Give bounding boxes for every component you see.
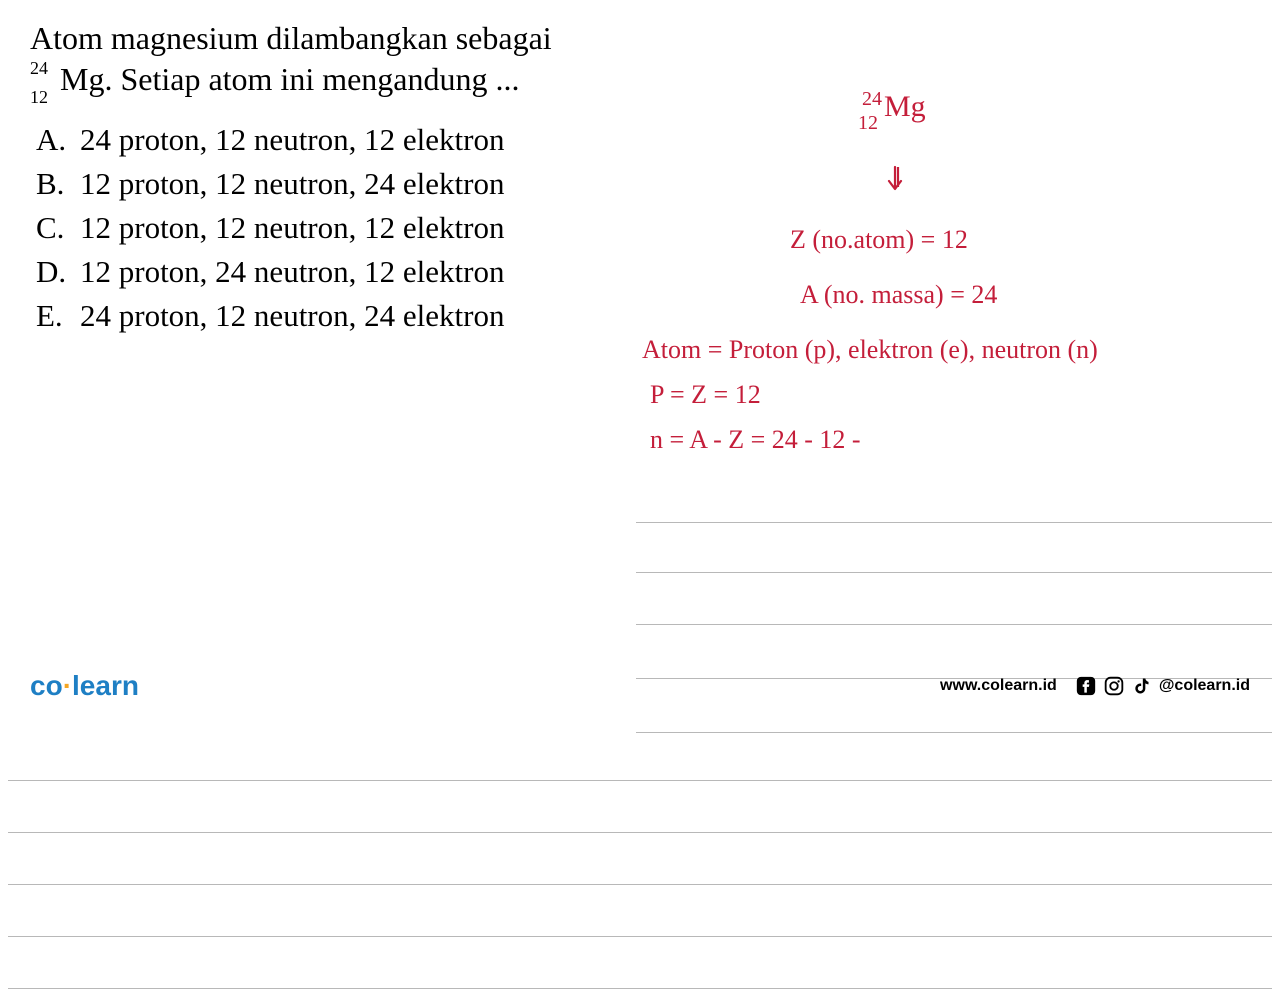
mass-number: 24: [30, 58, 48, 79]
option-text: 24 proton, 12 neutron, 24 elektron: [80, 298, 504, 334]
website-url: www.colearn.id: [940, 677, 1057, 695]
handwriting-atom-line: Atom = Proton (p), elektron (e), neutron…: [642, 335, 1098, 365]
handwriting-a-line: A (no. massa) = 24: [800, 280, 997, 310]
nuclide-notation: 24 12: [30, 64, 58, 102]
handwriting-z-line: Z (no.atom) = 12: [790, 225, 968, 255]
instagram-icon: [1103, 675, 1125, 697]
handwriting-arrow-down-icon: [885, 165, 905, 202]
hw-mass: 24: [862, 88, 882, 111]
element-symbol: Mg.: [60, 61, 112, 97]
option-b: B. 12 proton, 12 neutron, 24 elektron: [30, 166, 1250, 202]
options-list: A. 24 proton, 12 neutron, 12 elektron B.…: [30, 122, 1250, 334]
handwriting-nuclide: 24 Mg 12: [870, 90, 926, 124]
option-e: E. 24 proton, 12 neutron, 24 elektron: [30, 298, 1250, 334]
option-letter: A.: [30, 122, 80, 158]
social-links: @colearn.id: [1075, 675, 1250, 697]
option-text: 12 proton, 12 neutron, 12 elektron: [80, 210, 504, 246]
logo-learn: learn: [72, 670, 139, 701]
question-rest: Setiap atom ini mengandung ...: [112, 61, 519, 97]
option-text: 12 proton, 24 neutron, 12 elektron: [80, 254, 504, 290]
logo: co·learn: [30, 670, 139, 702]
option-letter: D.: [30, 254, 80, 290]
logo-dot: ·: [63, 670, 72, 701]
atomic-number: 12: [30, 87, 48, 108]
option-a: A. 24 proton, 12 neutron, 12 elektron: [30, 122, 1250, 158]
hw-element: Mg: [884, 90, 926, 123]
question-line-2: 24 12 Mg. Setiap atom ini mengandung ...: [30, 61, 1250, 102]
question-line-1: Atom magnesium dilambangkan sebagai: [30, 20, 1250, 57]
handwriting-p-line: P = Z = 12: [650, 380, 761, 410]
tiktok-icon: [1131, 675, 1153, 697]
option-text: 12 proton, 12 neutron, 24 elektron: [80, 166, 504, 202]
option-c: C. 12 proton, 12 neutron, 12 elektron: [30, 210, 1250, 246]
social-handle: @colearn.id: [1159, 677, 1250, 695]
handwriting-n-line: n = A - Z = 24 - 12 -: [650, 425, 861, 455]
facebook-icon: [1075, 675, 1097, 697]
logo-co: co: [30, 670, 63, 701]
option-letter: E.: [30, 298, 80, 334]
question-block: Atom magnesium dilambangkan sebagai 24 1…: [0, 0, 1280, 362]
option-d: D. 12 proton, 24 neutron, 12 elektron: [30, 254, 1250, 290]
hw-atomic: 12: [858, 112, 878, 135]
footer-right: www.colearn.id @colearn.id: [940, 675, 1250, 697]
option-text: 24 proton, 12 neutron, 12 elektron: [80, 122, 504, 158]
footer: co·learn www.colearn.id @colearn.id: [0, 670, 1280, 702]
option-letter: C.: [30, 210, 80, 246]
option-letter: B.: [30, 166, 80, 202]
